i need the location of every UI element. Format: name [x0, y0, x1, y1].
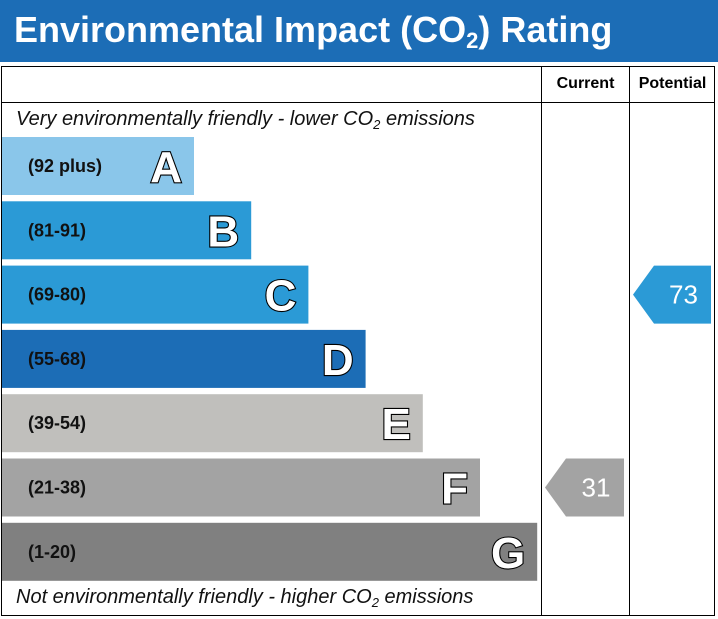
band-g-letter: G [491, 529, 525, 578]
band-a-letter: A [150, 143, 182, 192]
band-d-range: (55-68) [28, 349, 86, 369]
top-caption-subscript: 2 [373, 117, 381, 132]
band-g-bar [2, 522, 538, 581]
band-e-letter: E [381, 400, 410, 449]
band-c-letter: C [265, 272, 297, 321]
potential-column-header: Potential [638, 75, 707, 92]
band-c-bar [2, 265, 309, 324]
potential-column-divider [629, 66, 630, 616]
band-a-bar [2, 137, 194, 195]
rating-table-frame [1, 66, 715, 616]
potential-rating-arrow [633, 265, 711, 324]
top-caption: Very environmentally friendly - lower CO… [16, 108, 475, 131]
band-f-bar [2, 458, 480, 517]
band-e-range: (39-54) [28, 413, 86, 433]
bottom-caption-subscript: 2 [371, 595, 379, 610]
band-d-letter: D [322, 336, 354, 385]
current-rating-arrow [545, 458, 624, 517]
band-e-bar [2, 394, 423, 453]
bottom-caption-prefix: Not environmentally friendly - higher CO [16, 586, 372, 608]
title-subscript: 2 [466, 28, 479, 53]
band-c-range: (69-80) [28, 285, 86, 305]
current-rating-value: 31 [582, 473, 611, 503]
title-suffix: ) Rating [478, 9, 613, 50]
top-caption-suffix: emissions [380, 108, 475, 130]
current-column-divider [541, 66, 542, 616]
band-a-range: (92 plus) [28, 156, 102, 176]
band-g-range: (1-20) [28, 542, 76, 562]
potential-rating-value: 73 [669, 280, 698, 310]
band-b-range: (81-91) [28, 220, 86, 240]
current-column-header: Current [556, 75, 615, 92]
bottom-caption: Not environmentally friendly - higher CO… [16, 586, 473, 609]
band-d-bar [2, 329, 366, 388]
bottom-caption-suffix: emissions [378, 586, 474, 608]
title-prefix: Environmental Impact (CO [14, 9, 467, 50]
band-f-letter: F [441, 465, 468, 514]
top-caption-prefix: Very environmentally friendly - lower CO [16, 108, 374, 130]
header-row-divider [1, 102, 715, 103]
chart-title: Environmental Impact (CO2) Rating [14, 8, 612, 52]
band-f-range: (21-38) [28, 478, 86, 498]
chart-header: Environmental Impact (CO2) Rating [0, 0, 718, 62]
band-b-letter: B [207, 207, 239, 256]
band-b-bar [2, 201, 252, 260]
